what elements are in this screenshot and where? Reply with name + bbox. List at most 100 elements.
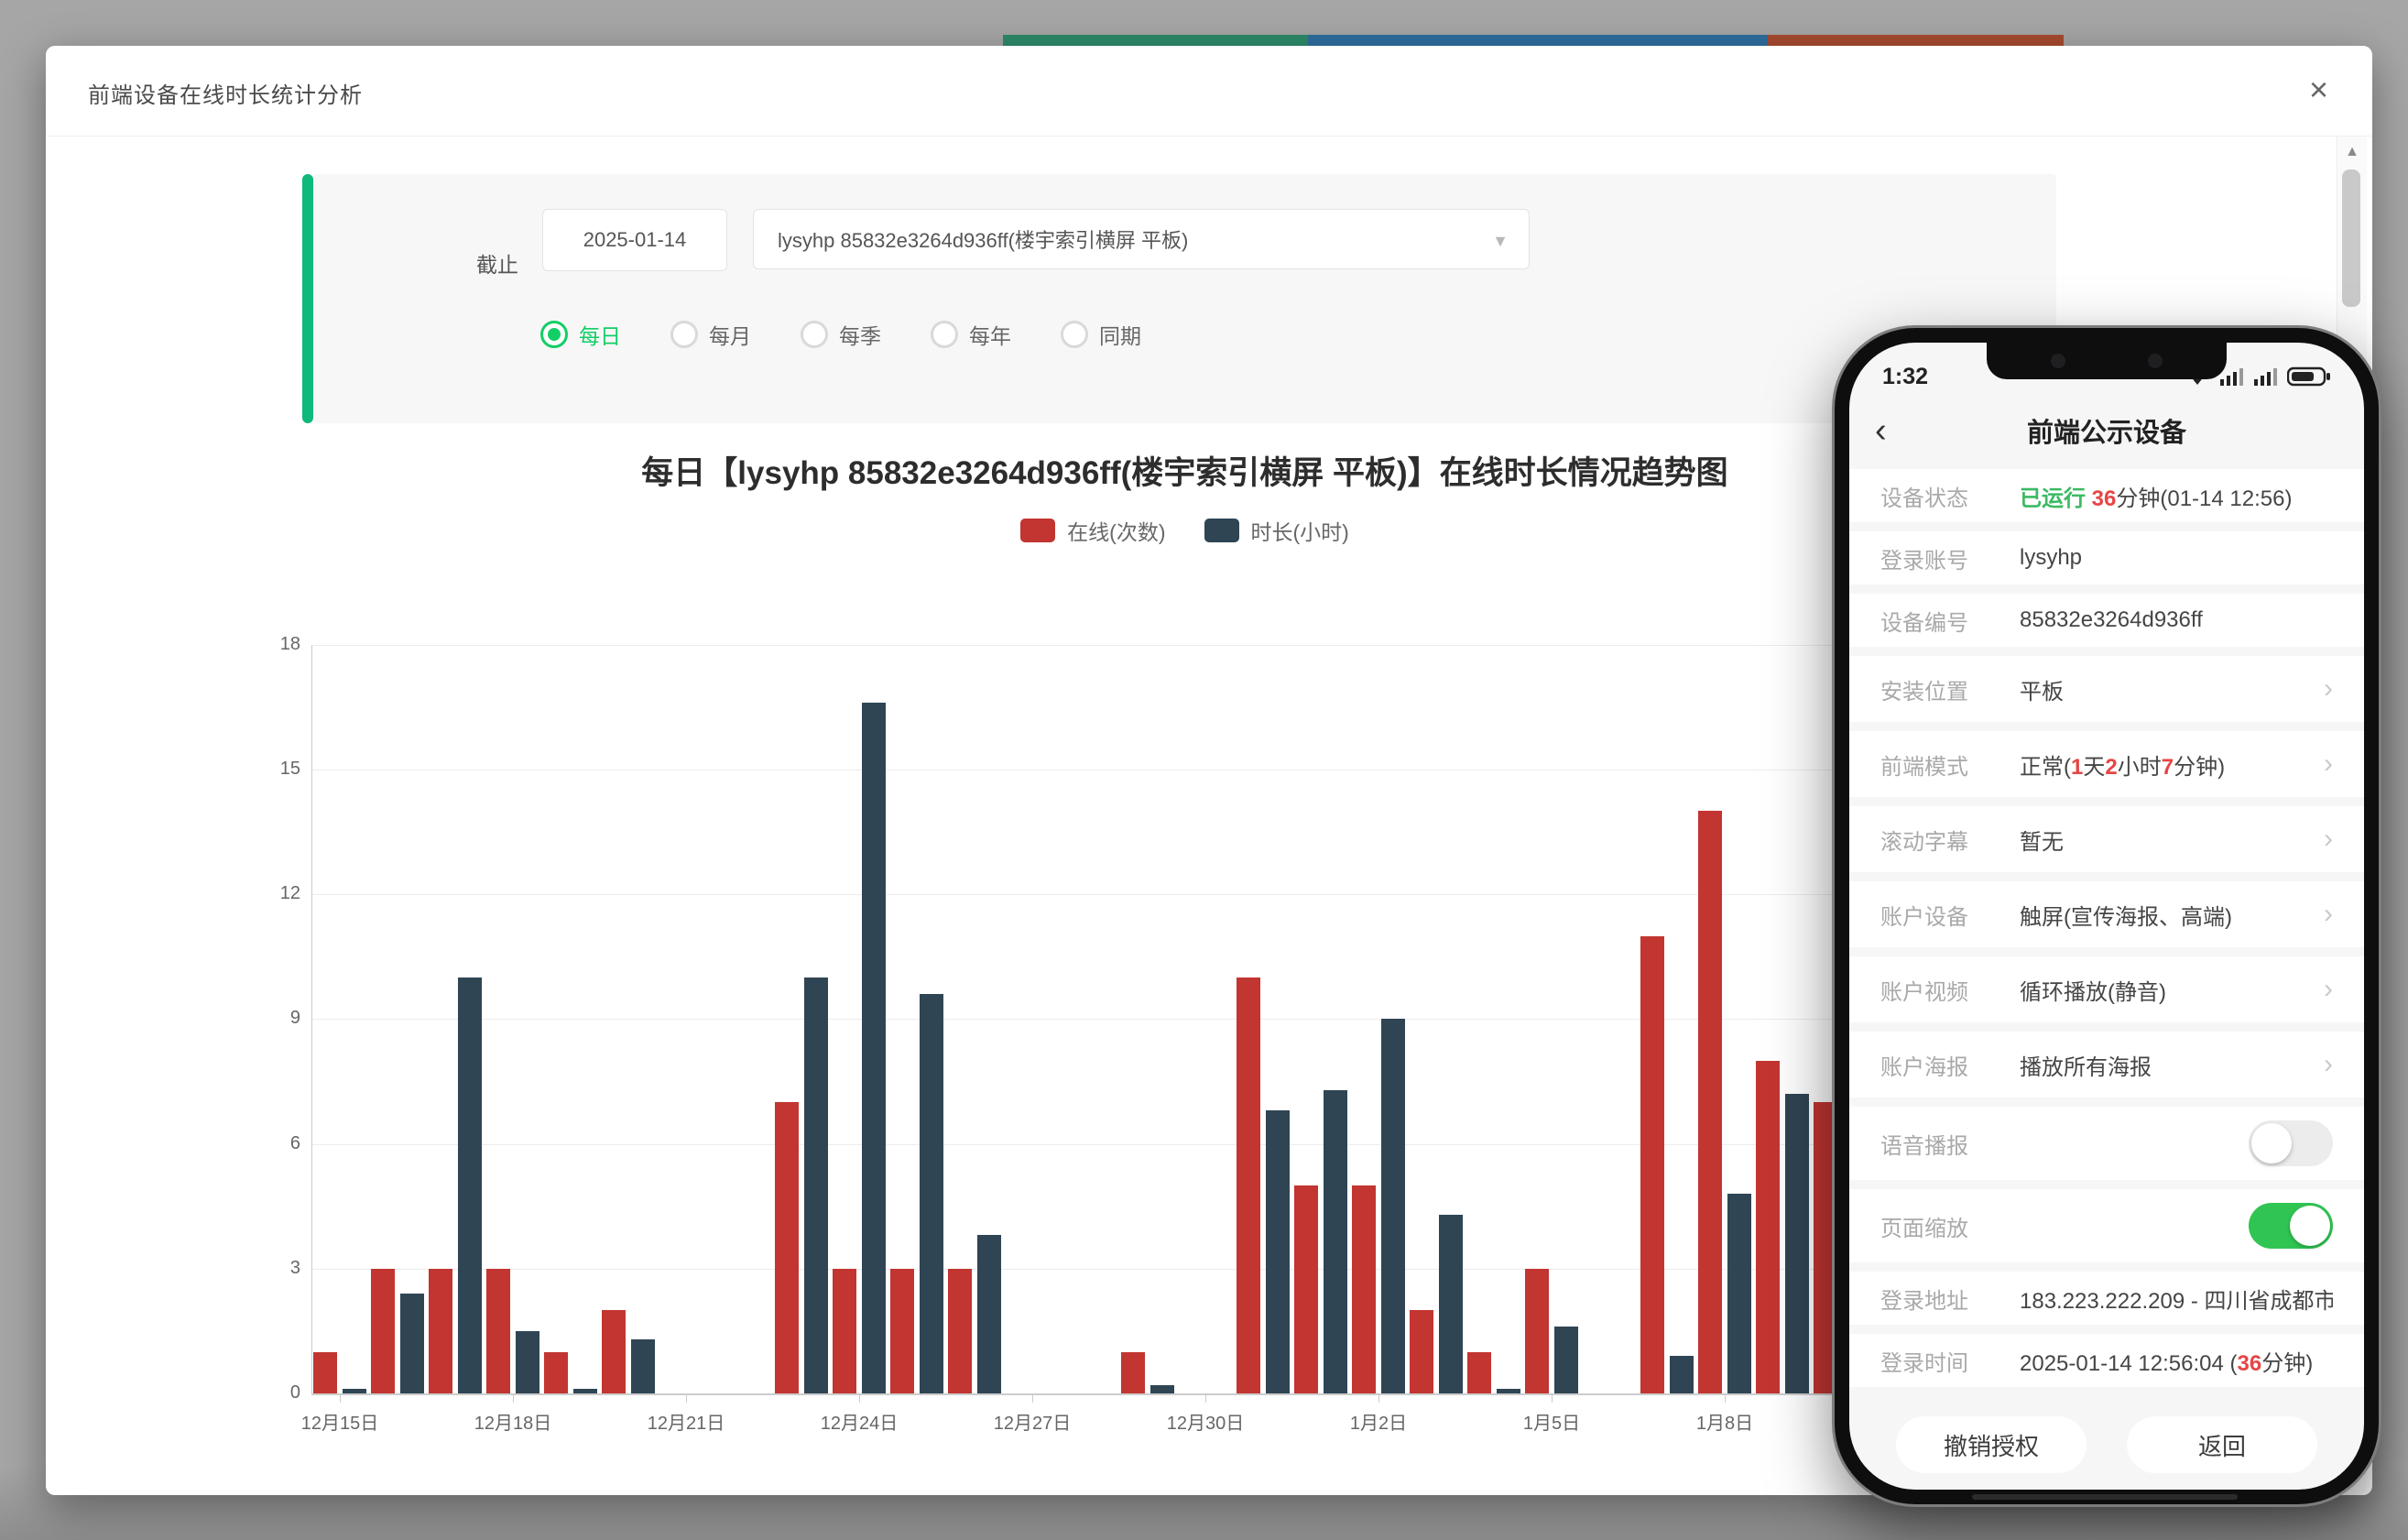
row-value: 暂无 (2020, 829, 2064, 855)
phone-row-登录账号: 登录账号 lysyhp (1849, 531, 2364, 584)
bar-duration (862, 703, 886, 1393)
toggle-knob (2251, 1123, 2292, 1163)
radio-每年[interactable]: 每年 (931, 319, 1011, 350)
x-axis-tick (1725, 1395, 1726, 1403)
date-input[interactable]: 2025-01-14 (542, 209, 727, 271)
row-label: 登录账号 (1880, 548, 1968, 573)
phone-row-前端模式[interactable]: 前端模式 正常(1天2小时7分钟) › (1849, 731, 2364, 797)
bar-online (1294, 1185, 1318, 1393)
bar-online (890, 1268, 914, 1393)
phone-row-页面缩放: 页面缩放 (1849, 1189, 2364, 1262)
toggle-页面缩放[interactable] (2249, 1203, 2333, 1249)
chevron-right-icon: › (2324, 899, 2333, 929)
row-label: 页面缩放 (1880, 1216, 1968, 1241)
row-value: lysyhp (2020, 545, 2083, 570)
y-axis-label: 12 (279, 883, 300, 904)
bar-online (486, 1268, 510, 1393)
phone-row-账户视频[interactable]: 账户视频 循环播放(静音) › (1849, 956, 2364, 1022)
radio-每月[interactable]: 每月 (670, 319, 751, 350)
back-chevron-icon[interactable]: ‹ (1875, 411, 1887, 450)
chevron-right-icon: › (2324, 1049, 2333, 1079)
modal-title: 前端设备在线时长统计分析 (88, 83, 363, 108)
phone-row-账户海报[interactable]: 账户海报 播放所有海报 › (1849, 1032, 2364, 1098)
x-axis-tick (1032, 1395, 1033, 1403)
row-value: 已运行 36分钟(01-14 12:56) (2020, 486, 2293, 511)
bar-online (1814, 1102, 1837, 1393)
row-value: 触屏(宣传海报、高端) (2020, 904, 2232, 930)
accent-bar (302, 174, 313, 423)
legend-swatch-icon (1204, 519, 1239, 542)
signal-sim1-icon (2220, 368, 2243, 386)
device-detail-list: 设备状态 已运行 36分钟(01-14 12:56) 登录账号 lysyhp 设备编号 8… (1849, 458, 2364, 1490)
bar-duration (977, 1235, 1001, 1393)
legend-label: 在线(次数) (1067, 520, 1166, 544)
chart-title: 每日【lysyhp 85832e3264d936ff(楼宇索引横屏 平板)】在线… (641, 455, 1728, 491)
row-label: 账户视频 (1880, 979, 1968, 1005)
phone-row-登录时间: 登录时间 2025-01-14 12:56:04 (36分钟) (1849, 1334, 2364, 1387)
y-axis-label: 15 (279, 759, 300, 779)
row-label: 登录地址 (1880, 1288, 1968, 1314)
device-select[interactable]: lysyhp 85832e3264d936ff(楼宇索引横屏 平板) ▼ (753, 209, 1530, 269)
scrollbar-thumb[interactable] (2342, 169, 2360, 307)
radio-label: 每季 (839, 324, 881, 348)
toggle-语音播报[interactable] (2249, 1120, 2333, 1166)
bar-duration (1439, 1214, 1463, 1393)
phone-row-登录地址: 登录地址 183.223.222.209 - 四川省成都市 移动 (1849, 1272, 2364, 1325)
button-撤销授权[interactable]: 撤销授权 (1896, 1416, 2087, 1473)
button-返回[interactable]: 返回 (2127, 1416, 2317, 1473)
scroll-up-icon[interactable]: ▲ (2345, 144, 2359, 159)
x-axis-label: 12月18日 (474, 1414, 552, 1434)
chevron-down-icon: ▼ (1492, 232, 1509, 250)
status-time: 1:32 (1882, 363, 1929, 389)
bar-online (602, 1310, 626, 1393)
bar-online (775, 1102, 799, 1393)
row-value: 85832e3264d936ff (2020, 607, 2203, 632)
bar-duration (1266, 1110, 1290, 1393)
radio-每日[interactable]: 每日 (540, 319, 621, 350)
y-axis-label: 9 (289, 1008, 300, 1029)
legend-item[interactable]: 在线(次数) (1020, 515, 1166, 546)
radio-circle-icon (931, 321, 958, 348)
x-axis-label: 1月8日 (1695, 1414, 1754, 1434)
bar-online (429, 1268, 452, 1393)
x-axis-label: 12月15日 (300, 1414, 379, 1434)
signal-sim2-icon (2254, 368, 2277, 386)
row-label: 账户海报 (1880, 1054, 1968, 1080)
bar-duration (458, 978, 482, 1393)
legend-swatch-icon (1020, 519, 1056, 542)
row-label: 滚动字幕 (1880, 829, 1968, 855)
bar-duration (400, 1294, 424, 1393)
close-icon[interactable]: × (2308, 71, 2328, 108)
y-axis-label: 0 (289, 1382, 300, 1403)
legend-item[interactable]: 时长(小时) (1204, 515, 1349, 546)
modal-header: 前端设备在线时长统计分析 × (46, 46, 2372, 137)
date-label: 截止 (476, 253, 518, 277)
x-axis-tick (513, 1395, 514, 1403)
bar-duration (804, 978, 828, 1393)
bar-duration (573, 1389, 597, 1393)
bar-online (948, 1268, 972, 1393)
x-axis-line (311, 1393, 2056, 1395)
phone-row-账户设备[interactable]: 账户设备 触屏(宣传海报、高端) › (1849, 881, 2364, 947)
row-label: 安装位置 (1880, 679, 1968, 704)
battery-icon (2287, 366, 2330, 387)
phone-row-滚动字幕[interactable]: 滚动字幕 暂无 › (1849, 806, 2364, 872)
radio-同期[interactable]: 同期 (1061, 319, 1141, 350)
chevron-right-icon: › (2324, 673, 2333, 704)
radio-circle-icon (801, 321, 828, 348)
radio-每季[interactable]: 每季 (801, 319, 881, 350)
row-label: 前端模式 (1880, 754, 1968, 780)
radio-label: 每年 (969, 324, 1011, 348)
radio-circle-icon (540, 321, 568, 348)
bar-online (371, 1268, 395, 1393)
bar-duration (343, 1389, 366, 1393)
x-axis-tick (1552, 1395, 1553, 1403)
phone-row-安装位置[interactable]: 安装位置 平板 › (1849, 656, 2364, 722)
period-radio-group: 每日 每月 每季 每年 同期 (540, 319, 1141, 350)
y-axis-label: 18 (279, 633, 300, 654)
phone-row-设备编号: 设备编号 85832e3264d936ff (1849, 594, 2364, 647)
gridline (311, 1268, 2056, 1270)
bar-duration (1497, 1389, 1520, 1393)
filter-panel: 截止 2025-01-14 lysyhp 85832e3264d936ff(楼宇… (313, 174, 2056, 423)
x-axis-tick (1378, 1395, 1379, 1403)
